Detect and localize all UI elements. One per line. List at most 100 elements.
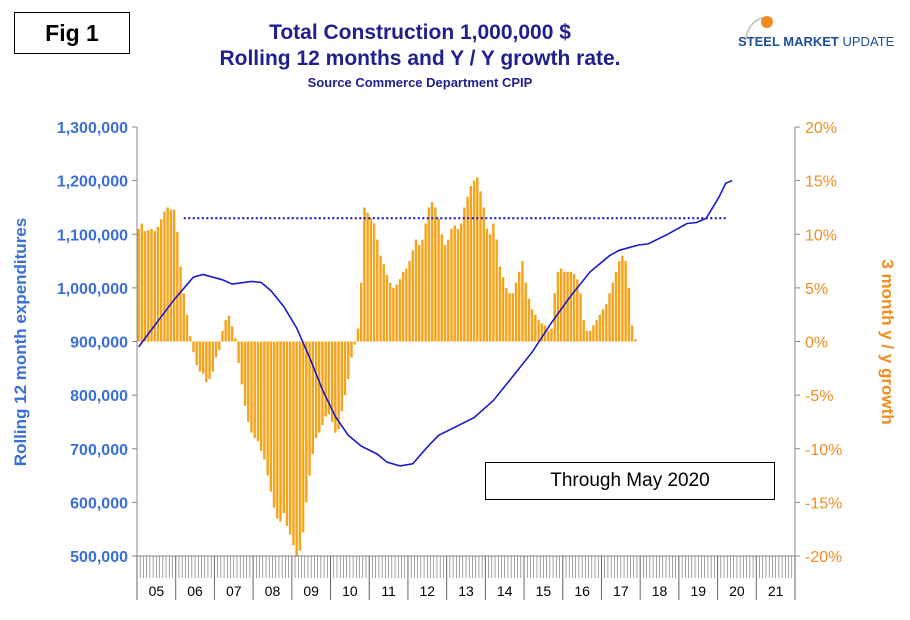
growth-bar — [576, 279, 579, 342]
growth-bar — [379, 255, 382, 342]
x-tick-label: 18 — [652, 583, 668, 599]
growth-bar — [585, 330, 589, 342]
growth-bar — [534, 314, 537, 342]
growth-bar — [624, 261, 627, 342]
growth-bar — [253, 341, 256, 439]
growth-bar — [147, 229, 150, 342]
growth-bar — [347, 341, 350, 380]
growth-bar — [437, 218, 440, 342]
growth-bar — [459, 223, 463, 342]
growth-bar — [434, 207, 437, 342]
growth-bar — [218, 341, 221, 351]
growth-bar — [272, 341, 276, 508]
growth-bar — [527, 298, 531, 342]
logo-wordmark-rest: UPDATE — [838, 34, 895, 49]
growth-bar — [395, 284, 398, 342]
growth-bar — [363, 207, 366, 342]
growth-bar — [314, 341, 318, 439]
growth-bar — [159, 219, 163, 342]
growth-bar — [556, 271, 560, 342]
expenditure-lines — [137, 179, 733, 467]
growth-bar — [414, 239, 418, 342]
growth-bar — [318, 341, 321, 433]
growth-bar — [376, 239, 379, 342]
growth-bar — [472, 180, 476, 342]
growth-bar — [492, 223, 495, 342]
growth-bar — [292, 341, 295, 546]
growth-bar — [498, 266, 502, 342]
growth-bar — [256, 341, 260, 442]
growth-bar — [182, 293, 185, 342]
growth-bar — [524, 282, 527, 342]
growth-bar — [369, 218, 373, 342]
left-tick-label: 1,100,000 — [57, 227, 128, 244]
left-tick-label: 500,000 — [70, 549, 128, 566]
right-tick-label: 5% — [805, 281, 828, 298]
growth-bar — [237, 341, 240, 363]
growth-bar — [189, 336, 192, 342]
growth-bar — [288, 341, 292, 535]
right-tick-label: 15% — [805, 174, 837, 191]
growth-bar — [630, 325, 634, 342]
x-tick-label: 11 — [381, 583, 396, 599]
x-tick-label: 08 — [265, 583, 281, 599]
growth-bar — [156, 226, 160, 342]
growth-bar — [150, 228, 153, 342]
growth-bar — [530, 309, 534, 342]
growth-bar — [140, 223, 144, 342]
right-tick-label: 10% — [805, 227, 837, 244]
growth-bar — [221, 330, 224, 342]
growth-bar — [505, 287, 508, 342]
right-axis-label: 3 month y / y growth — [878, 259, 897, 424]
growth-bar — [518, 271, 521, 342]
growth-bar — [466, 196, 469, 342]
growth-bar — [324, 341, 327, 417]
right-tick-label: -15% — [805, 495, 842, 512]
growth-bar — [418, 244, 421, 342]
growth-bar — [508, 293, 511, 342]
x-tick-label: 17 — [613, 583, 629, 599]
growth-bar — [411, 250, 414, 342]
growth-bar — [211, 341, 215, 372]
growth-bar — [488, 234, 492, 342]
growth-bar — [247, 341, 250, 422]
growth-bar — [634, 339, 637, 342]
left-tick-label: 900,000 — [70, 335, 128, 352]
growth-bar — [450, 228, 453, 342]
growth-bar — [601, 309, 605, 342]
growth-bar — [240, 341, 244, 385]
growth-bar — [595, 320, 598, 342]
x-tick-label: 20 — [729, 583, 745, 599]
growth-bar — [330, 341, 334, 422]
x-tick-label: 05 — [149, 583, 165, 599]
chart-title-line-2: Rolling 12 months and Y / Y growth rate. — [219, 47, 621, 70]
growth-bar — [208, 341, 211, 380]
growth-bar — [308, 341, 311, 476]
right-tick-label: 0% — [805, 335, 828, 352]
right-tick-label: 20% — [805, 120, 837, 137]
growth-bar — [421, 239, 424, 342]
growth-bar — [205, 341, 208, 383]
growth-bar — [592, 325, 595, 342]
growth-bar — [469, 185, 473, 342]
growth-bar — [563, 271, 566, 342]
rolling-12-month-line — [137, 179, 733, 467]
growth-bar — [550, 328, 553, 342]
growth-bar — [392, 287, 395, 342]
logo-wordmark: STEEL MARKET UPDATE — [738, 34, 894, 49]
right-tick-label: -5% — [805, 388, 833, 405]
growth-bar — [359, 282, 363, 342]
growth-bar — [479, 191, 482, 342]
growth-bar — [176, 232, 179, 342]
growth-bar — [185, 314, 189, 342]
growth-bar — [559, 268, 563, 342]
growth-bar — [388, 282, 392, 342]
left-tick-label: 800,000 — [70, 388, 128, 405]
growth-bar — [234, 338, 237, 342]
growth-bar — [514, 282, 518, 342]
growth-bar — [201, 341, 205, 374]
growth-bar — [366, 212, 369, 342]
growth-bar — [372, 223, 376, 342]
growth-bar — [266, 341, 269, 476]
growth-bar — [617, 261, 621, 342]
